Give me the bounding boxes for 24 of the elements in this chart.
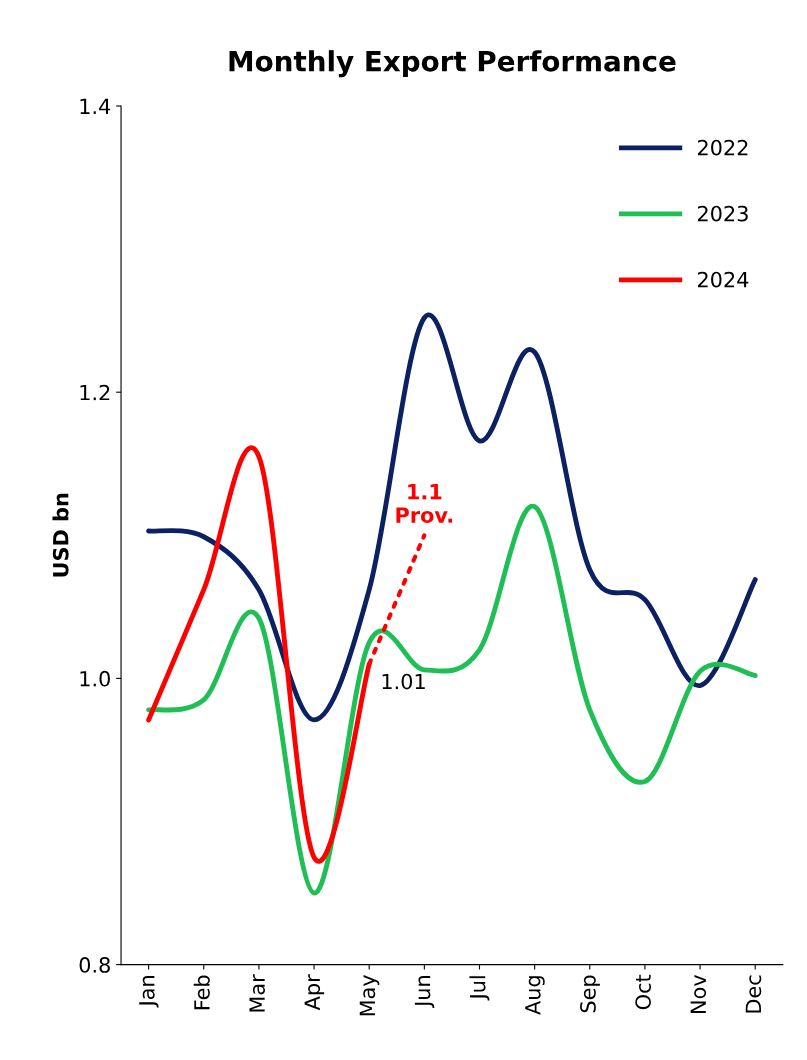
legend-label: 2024 <box>697 271 749 288</box>
y-tick-label: 1.4 <box>80 98 111 114</box>
x-tick-label: Apr <box>304 974 325 1011</box>
x-tick-label: Sep <box>580 975 600 1013</box>
x-tick-label: Nov <box>690 974 707 1013</box>
annotation: 1.1 Prov. <box>396 484 453 523</box>
legend-label: 2022 <box>697 139 748 156</box>
legend-label: 2023 <box>697 205 748 222</box>
y-tick-label: 1.0 <box>80 670 110 687</box>
y-tick-label: 1.2 <box>80 384 110 401</box>
y-tick-label: 0.8 <box>79 957 110 973</box>
line-series <box>146 504 758 896</box>
x-tick-label: Oct <box>635 974 651 1010</box>
x-tick-label: Jan <box>139 976 159 1008</box>
x-tick-label: Aug <box>525 976 545 1015</box>
x-tick-label: May <box>359 974 380 1016</box>
x-tick-label: Jul <box>469 976 490 1001</box>
x-tick-label: Dec <box>745 975 762 1013</box>
y-axis-title: USD bn <box>52 493 69 577</box>
x-tick-label: Feb <box>193 975 210 1010</box>
x-tick-label: Jun <box>414 976 435 1008</box>
annotation: 1.01 <box>382 673 425 690</box>
x-tick-label: Mar <box>249 974 265 1012</box>
chart-title: Monthly Export Performance <box>229 50 676 78</box>
